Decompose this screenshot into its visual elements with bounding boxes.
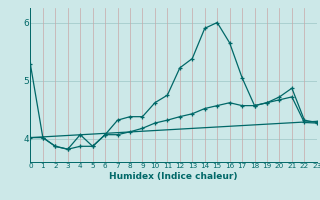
X-axis label: Humidex (Indice chaleur): Humidex (Indice chaleur) <box>109 172 238 181</box>
